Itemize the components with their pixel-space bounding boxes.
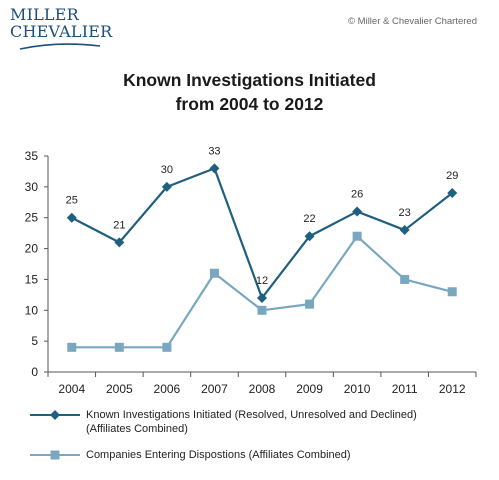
data-point-diamond [399,225,410,236]
x-tick-label: 2008 [249,382,276,396]
y-tick-label: 30 [25,180,39,194]
x-tick-label: 2009 [296,382,323,396]
chart-title-line-1: Known Investigations Initiated [123,70,376,90]
data-label: 23 [399,207,411,219]
x-tick-label: 2012 [439,382,466,396]
data-point-square [114,342,124,352]
x-tick-label: 2007 [201,382,228,396]
data-label: 25 [66,195,78,207]
data-point-square [447,287,457,297]
data-point-square [305,299,315,309]
data-point-diamond [161,181,172,192]
chart-title-line-2: from 2004 to 2012 [175,94,324,114]
data-label: 22 [303,213,315,225]
data-label: 26 [351,189,363,201]
data-point-diamond [114,237,125,248]
company-logo: MILLER CHEVALIER [10,6,120,58]
x-tick-label: 2010 [344,382,371,396]
data-point-square [162,342,172,352]
logo-line-2: CHEVALIER [10,22,113,41]
data-label: 30 [161,164,173,176]
y-tick-label: 25 [25,211,39,225]
data-point-diamond [304,231,315,242]
chart-legend: Known Investigations Initiated (Resolved… [30,408,417,474]
y-tick-label: 5 [31,334,38,348]
y-tick-label: 15 [25,272,39,286]
legend-swatch-square-icon [30,450,80,460]
data-point-square [257,305,267,315]
data-label: 29 [446,170,458,182]
data-point-square [352,231,362,241]
data-point-diamond [352,206,363,217]
legend-label-dispositions: Companies Entering Dispostions (Affiliat… [86,449,351,461]
y-tick-label: 35 [25,149,39,163]
data-point-square [400,274,410,284]
x-tick-label: 2004 [58,382,85,396]
legend-label-investigations: Known Investigations Initiated (Resolved… [86,409,417,421]
data-point-diamond [209,163,220,174]
data-point-diamond [257,292,267,303]
chart-title: Known Investigations Initiated from 2004… [0,68,499,116]
logo-line-1: MILLER [10,5,79,24]
data-label: 12 [256,275,268,287]
y-tick-label: 20 [25,242,39,256]
y-tick-label: 0 [31,365,38,379]
legend-label-investigations-line2: (Affiliates Combined) [86,423,188,435]
legend-swatch-diamond-icon [30,410,80,420]
legend-item-investigations: Known Investigations Initiated (Resolved… [30,408,417,436]
logo-swoosh-icon [19,43,101,50]
x-tick-label: 2011 [392,382,418,396]
y-tick-label: 10 [25,303,39,317]
copyright-notice: © Miller & Chevalier Chartered [348,16,477,27]
data-point-square [209,268,219,278]
x-tick-label: 2006 [154,382,181,396]
series-line-1 [71,235,453,349]
x-tick-label: 2005 [106,382,133,396]
data-point-diamond [447,188,458,199]
data-point-square [67,342,77,352]
data-point-diamond [66,212,77,223]
legend-item-dispositions: Companies Entering Dispostions (Affiliat… [30,448,417,462]
data-label: 21 [113,219,125,231]
data-label: 33 [208,145,220,157]
